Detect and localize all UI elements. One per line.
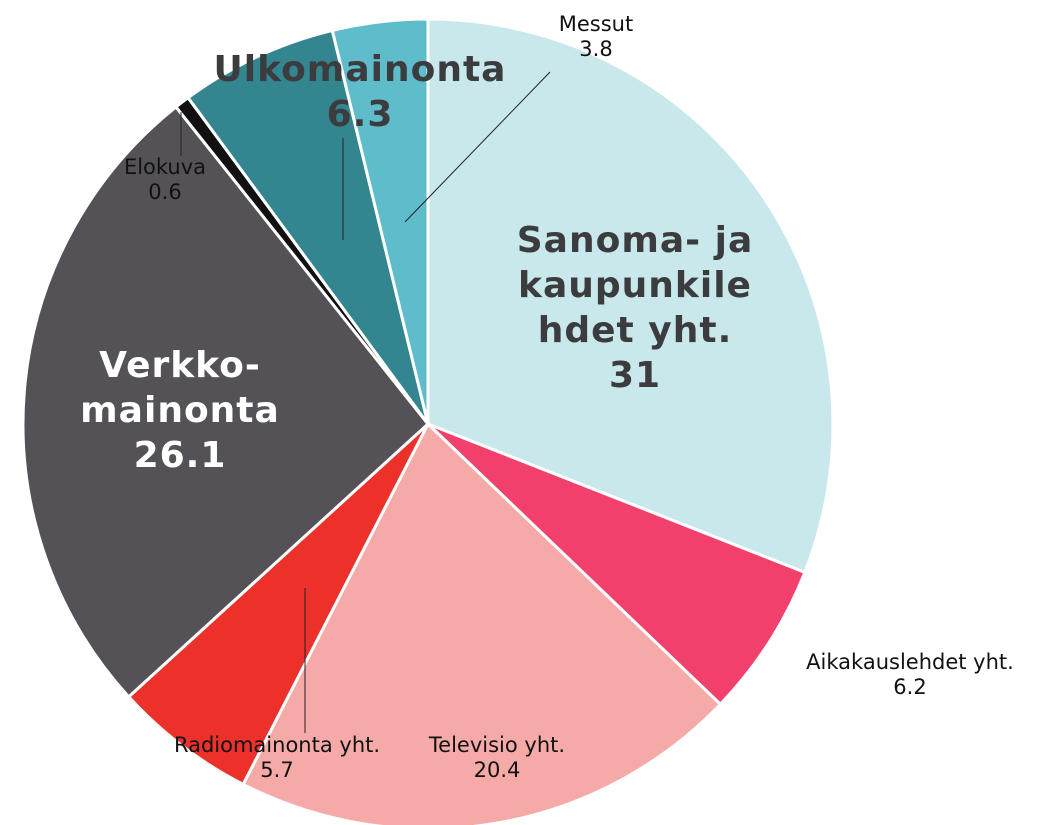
slice-label: Verkko-mainonta 26.1 xyxy=(70,343,290,478)
pie-slice xyxy=(426,17,835,575)
pie-slice xyxy=(186,28,430,425)
slice-value: 26.1 xyxy=(133,435,227,476)
slice-name: Televisio yht. xyxy=(428,733,566,757)
slice-label: Messut 3.8 xyxy=(526,12,666,62)
slice-label: Aikakauslehdet yht. 6.2 xyxy=(760,650,1044,700)
pie-slice xyxy=(426,422,807,707)
slice-label: Sanoma- ja kaupunkilehdet yht. 31 xyxy=(510,218,760,398)
slice-name: Messut xyxy=(558,12,634,36)
slice-value: 31 xyxy=(608,355,662,396)
slice-value: 3.8 xyxy=(579,37,613,62)
slice-name: Aikakauslehdet yht. xyxy=(806,650,1014,674)
slice-name: Verkko-mainonta xyxy=(80,345,280,431)
pie-slice xyxy=(126,422,430,787)
slice-value: 6.2 xyxy=(893,675,927,700)
slice-name: Elokuva xyxy=(123,155,207,179)
pie-slice xyxy=(21,104,431,699)
slice-value: 6.3 xyxy=(326,94,394,135)
slice-label: Radiomainonta yht. 5.7 xyxy=(142,733,412,783)
pie-slice xyxy=(330,17,430,425)
slice-label: Televisio yht. 20.4 xyxy=(367,733,627,783)
pie-slice xyxy=(241,421,723,825)
slice-name: Radiomainonta yht. xyxy=(173,733,381,757)
slice-value: 0.6 xyxy=(148,180,182,205)
leader-lines xyxy=(180,71,551,733)
slice-value: 5.7 xyxy=(260,758,294,783)
slice-name: Ulkomainonta xyxy=(213,49,507,90)
slice-value: 20.4 xyxy=(473,758,521,783)
pie xyxy=(21,17,835,825)
slice-label: Elokuva 0.6 xyxy=(95,155,235,205)
slice-label: Ulkomainonta 6.3 xyxy=(200,47,520,137)
slice-name: Sanoma- ja kaupunkilehdet yht. xyxy=(516,220,754,351)
leader-line xyxy=(404,71,551,223)
